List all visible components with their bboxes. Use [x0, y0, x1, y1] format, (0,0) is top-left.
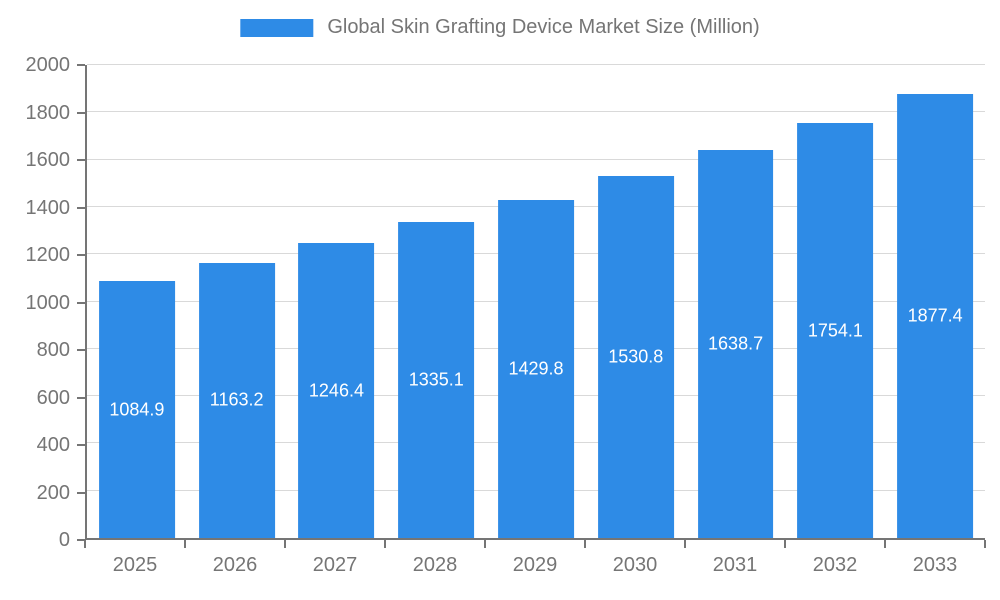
y-axis-tick — [77, 206, 85, 209]
bar-slot: 1246.4 — [287, 65, 387, 538]
y-axis-tick-label: 600 — [36, 386, 70, 409]
bar: 1084.9 — [98, 281, 175, 538]
x-axis-tick — [484, 540, 486, 548]
bar-value-label: 1335.1 — [408, 369, 464, 390]
bar: 1163.2 — [198, 262, 275, 538]
x-axis-tick — [383, 540, 386, 548]
x-axis-tick-label: 2033 — [912, 554, 958, 576]
x-axis-labels: 2025 2026 2027 2028 2029 2030 2031 2032 2033 — [85, 554, 985, 577]
plot-area: 1084.9 1163.2 1246.4 1335.1 1429.8 1530.8 1638… — [85, 64, 985, 540]
y-axis-tick — [77, 539, 85, 541]
bar-value-label: 1638.7 — [708, 333, 764, 354]
y-axis-tick-label: 0 — [58, 529, 70, 551]
x-axis-tick — [584, 540, 586, 548]
bar: 1246.4 — [298, 243, 375, 538]
y-axis-tick — [77, 444, 85, 446]
bar-value-label: 1877.4 — [907, 305, 963, 326]
bar-slot: 1530.8 — [586, 65, 686, 538]
bar-value-label: 1163.2 — [209, 389, 264, 410]
bar: 1877.4 — [897, 94, 974, 538]
x-axis-tick-label: 2027 — [312, 554, 358, 576]
y-axis-tick-label: 1200 — [25, 244, 71, 266]
x-axis-tick-label: 2030 — [612, 554, 658, 576]
bar-value-label: 1530.8 — [608, 346, 664, 367]
gridline — [87, 64, 985, 65]
bars: 1084.9 1163.2 1246.4 1335.1 1429.8 1530.8 1638… — [87, 65, 985, 538]
bar-value-label: 1246.4 — [308, 380, 364, 401]
x-axis-tick — [84, 540, 86, 548]
y-axis-tick-label: 1400 — [25, 196, 71, 219]
x-axis-tick-label: 2032 — [812, 554, 858, 576]
y-axis-tick-label: 200 — [36, 481, 70, 504]
x-axis-tick — [884, 540, 886, 548]
bar-slot: 1429.8 — [486, 65, 586, 538]
x-axis-tick — [984, 540, 986, 548]
x-axis-tick — [784, 540, 786, 548]
x-axis-tick-label: 2026 — [212, 554, 258, 576]
y-axis-tick-label: 800 — [36, 339, 70, 361]
x-axis-tick — [683, 540, 686, 548]
bar-slot: 1163.2 — [187, 65, 287, 538]
legend-label: Global Skin Grafting Device Market Size … — [327, 16, 760, 38]
y-axis-tick — [77, 64, 85, 66]
legend: Global Skin Grafting Device Market Size … — [240, 16, 760, 39]
x-axis-tick-label: 2025 — [112, 554, 158, 576]
bar-value-label: 1084.9 — [109, 399, 165, 420]
legend-swatch — [240, 18, 314, 37]
y-axis-tick — [77, 349, 85, 351]
x-axis-tick-label: 2031 — [712, 554, 758, 576]
x-axis-tick — [284, 540, 286, 548]
bar: 1754.1 — [797, 123, 874, 538]
bar-slot: 1084.9 — [87, 65, 187, 538]
bar: 1335.1 — [398, 222, 475, 538]
y-axis-tick — [77, 254, 85, 256]
y-axis-tick-label: 1600 — [25, 149, 71, 171]
y-axis-tick — [77, 159, 85, 161]
bar-slot: 1335.1 — [386, 65, 486, 538]
x-axis-ticks — [84, 540, 986, 548]
y-axis-tick-label: 2000 — [25, 54, 71, 76]
y-axis-tick — [77, 396, 85, 399]
y-axis-tick — [77, 111, 85, 114]
gridline — [87, 158, 985, 160]
x-axis-tick-label: 2029 — [512, 554, 558, 576]
x-axis-tick — [184, 540, 186, 548]
y-axis-tick-label: 1000 — [25, 291, 71, 314]
y-axis-ticks — [77, 64, 85, 541]
bar: 1530.8 — [597, 175, 674, 538]
y-axis-tick — [77, 301, 85, 304]
bar-value-label: 1429.8 — [508, 358, 564, 379]
y-axis-labels: 0 200 400 600 800 1000 1200 1400 1600 1800 2000 — [0, 55, 71, 550]
bar-slot: 1754.1 — [785, 65, 885, 538]
x-axis-tick-label: 2028 — [412, 554, 458, 576]
bar-value-label: 1754.1 — [807, 320, 863, 341]
bar-slot: 1638.7 — [686, 65, 786, 538]
y-axis-tick-label: 400 — [36, 434, 70, 456]
y-axis-tick-label: 1800 — [25, 101, 71, 124]
y-axis-tick — [77, 491, 85, 494]
bar: 1429.8 — [498, 199, 574, 538]
bar-slot: 1877.4 — [885, 65, 985, 538]
gridline — [87, 111, 985, 113]
bar: 1638.7 — [697, 150, 774, 538]
